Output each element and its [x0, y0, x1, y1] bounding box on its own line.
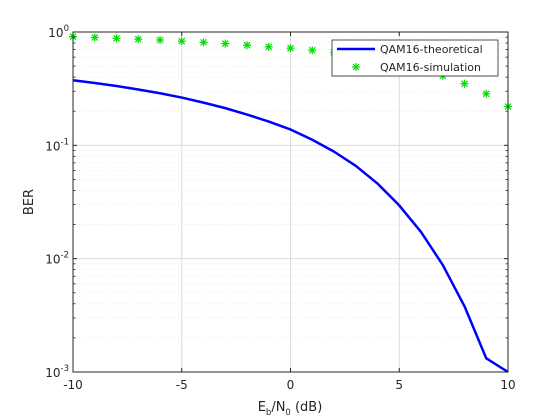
legend[interactable]: QAM16-theoretical QAM16-simulation [331, 39, 499, 77]
ticks [72, 31, 509, 373]
x-tick-label: 0 [287, 378, 295, 392]
point-stroke [113, 34, 120, 42]
simulation-point [199, 38, 208, 47]
x-tick-label: 5 [395, 378, 403, 392]
point-stroke [243, 41, 251, 49]
simulation-point [243, 41, 251, 50]
legend-label-theoretical: QAM16-theoretical [380, 43, 483, 56]
tick-labels: -10 -5 0 5 10 100 10-1 10-2 10-3 [45, 24, 515, 392]
point-stroke [200, 38, 207, 46]
simulation-point [308, 46, 317, 55]
point-stroke [482, 90, 490, 98]
simulation-point [112, 34, 121, 43]
simulation-point [460, 79, 469, 88]
y-tick-label: 10-1 [45, 137, 69, 153]
y-axis-title: BER [22, 189, 37, 215]
point-stroke [461, 80, 468, 88]
simulation-point [264, 42, 273, 51]
simulation-point [177, 37, 186, 46]
simulation-point [221, 39, 230, 48]
simulation-point [134, 35, 143, 44]
y-tick-label: 10-2 [45, 251, 69, 267]
x-tick-label: 10 [500, 378, 515, 392]
x-tick-label: -5 [176, 378, 188, 392]
point-stroke [156, 36, 164, 44]
x-tick-label: -10 [63, 378, 83, 392]
legend-marker-simulation [352, 63, 360, 71]
simulation-point [286, 44, 295, 53]
point-stroke [178, 37, 186, 45]
point-stroke [308, 46, 316, 54]
point-stroke [91, 34, 99, 41]
y-tick-label: 100 [48, 24, 69, 40]
legend-label-simulation: QAM16-simulation [380, 61, 481, 74]
point-stroke [134, 35, 142, 43]
point-stroke [287, 44, 294, 52]
simulation-point [90, 33, 99, 42]
y-tick-label: 10-3 [45, 364, 69, 380]
simulation-point [482, 89, 491, 98]
simulation-point [156, 36, 164, 44]
x-axis-title: Eb/N0 (dB) [258, 400, 323, 418]
legend-box [331, 39, 499, 77]
point-stroke [221, 40, 229, 48]
series-line-theoretical [72, 79, 509, 374]
point-stroke [265, 43, 273, 51]
